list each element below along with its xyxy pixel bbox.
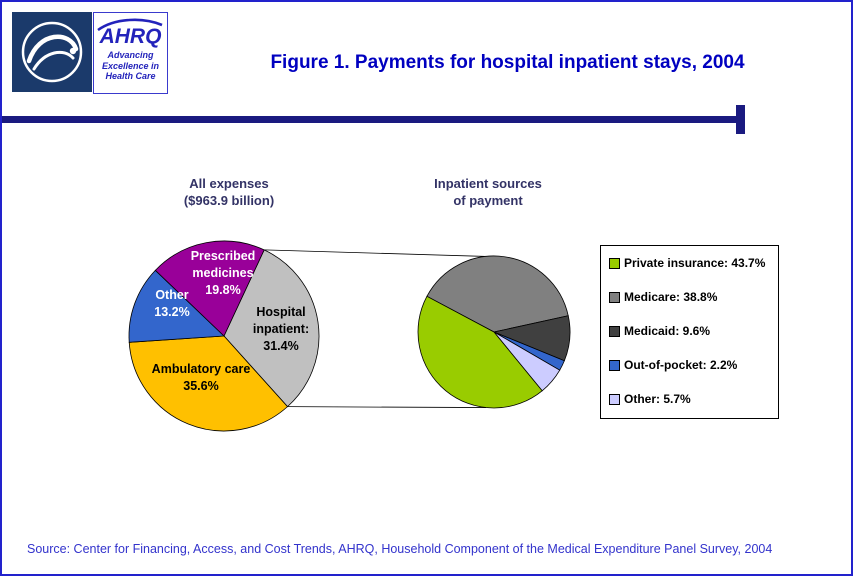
legend-swatch-medicaid	[609, 325, 620, 337]
ahrq-tagline: Advancing Excellence in Health Care	[101, 50, 160, 81]
ahrq-logo: AHRQ Advancing Excellence in Health Care	[93, 12, 168, 94]
pie-label-prescribed-medicines: Prescribed medicines 19.8%	[190, 249, 256, 297]
legend-label-private-insurance: Private insurance: 43.7%	[624, 256, 766, 270]
pie-label-other: Other 13.2%	[154, 288, 190, 319]
figure-title: Figure 1. Payments for hospital inpatien…	[270, 52, 745, 73]
source-note: Source: Center for Financing, Access, an…	[27, 542, 773, 556]
legend: Private insurance: 43.7% Medicare: 38.8% M…	[600, 245, 779, 419]
pie-slice-other	[493, 331, 561, 392]
divider-end-cap	[736, 105, 745, 134]
legend-swatch-private-insurance	[609, 257, 620, 269]
legend-label-medicare: Medicare: 38.8%	[624, 290, 718, 304]
pie-slice-medicaid	[492, 315, 571, 362]
legend-row-medicaid: Medicaid: 9.6%	[609, 314, 778, 348]
legend-row-other: Other: 5.7%	[609, 382, 778, 416]
pie-slice-private-insurance	[417, 295, 543, 409]
hhs-logo	[12, 12, 92, 92]
connector-line-bottom	[287, 406, 487, 408]
left-pie-title: All expenses ($963.9 billion)	[183, 176, 275, 208]
hhs-seal-icon	[12, 12, 92, 92]
connector-line-top	[264, 249, 487, 257]
legend-row-out-of-pocket: Out-of-pocket: 2.2%	[609, 348, 778, 382]
legend-swatch-other	[609, 393, 620, 405]
right-pie-title: Inpatient sources of payment	[434, 176, 542, 208]
ahrq-acronym: AHRQ	[99, 25, 162, 48]
divider-line	[2, 116, 738, 123]
legend-row-medicare: Medicare: 38.8%	[609, 280, 778, 314]
pie-label-ambulatory-care: Ambulatory care 35.6%	[151, 362, 251, 393]
legend-swatch-medicare	[609, 291, 620, 303]
pie-slice-medicare	[426, 255, 569, 333]
legend-label-out-of-pocket: Out-of-pocket: 2.2%	[624, 358, 738, 372]
ahrq-swoosh-icon	[97, 18, 163, 32]
right-pie	[417, 255, 571, 409]
legend-label-other: Other: 5.7%	[624, 392, 691, 406]
pie-label-hospital-inpatient: Hospital inpatient: 31.4%	[252, 305, 310, 353]
legend-swatch-out-of-pocket	[609, 359, 620, 371]
legend-row-private-insurance: Private insurance: 43.7%	[609, 246, 778, 280]
legend-label-medicaid: Medicaid: 9.6%	[624, 324, 711, 338]
pie-slice-out-of-pocket	[493, 331, 565, 371]
